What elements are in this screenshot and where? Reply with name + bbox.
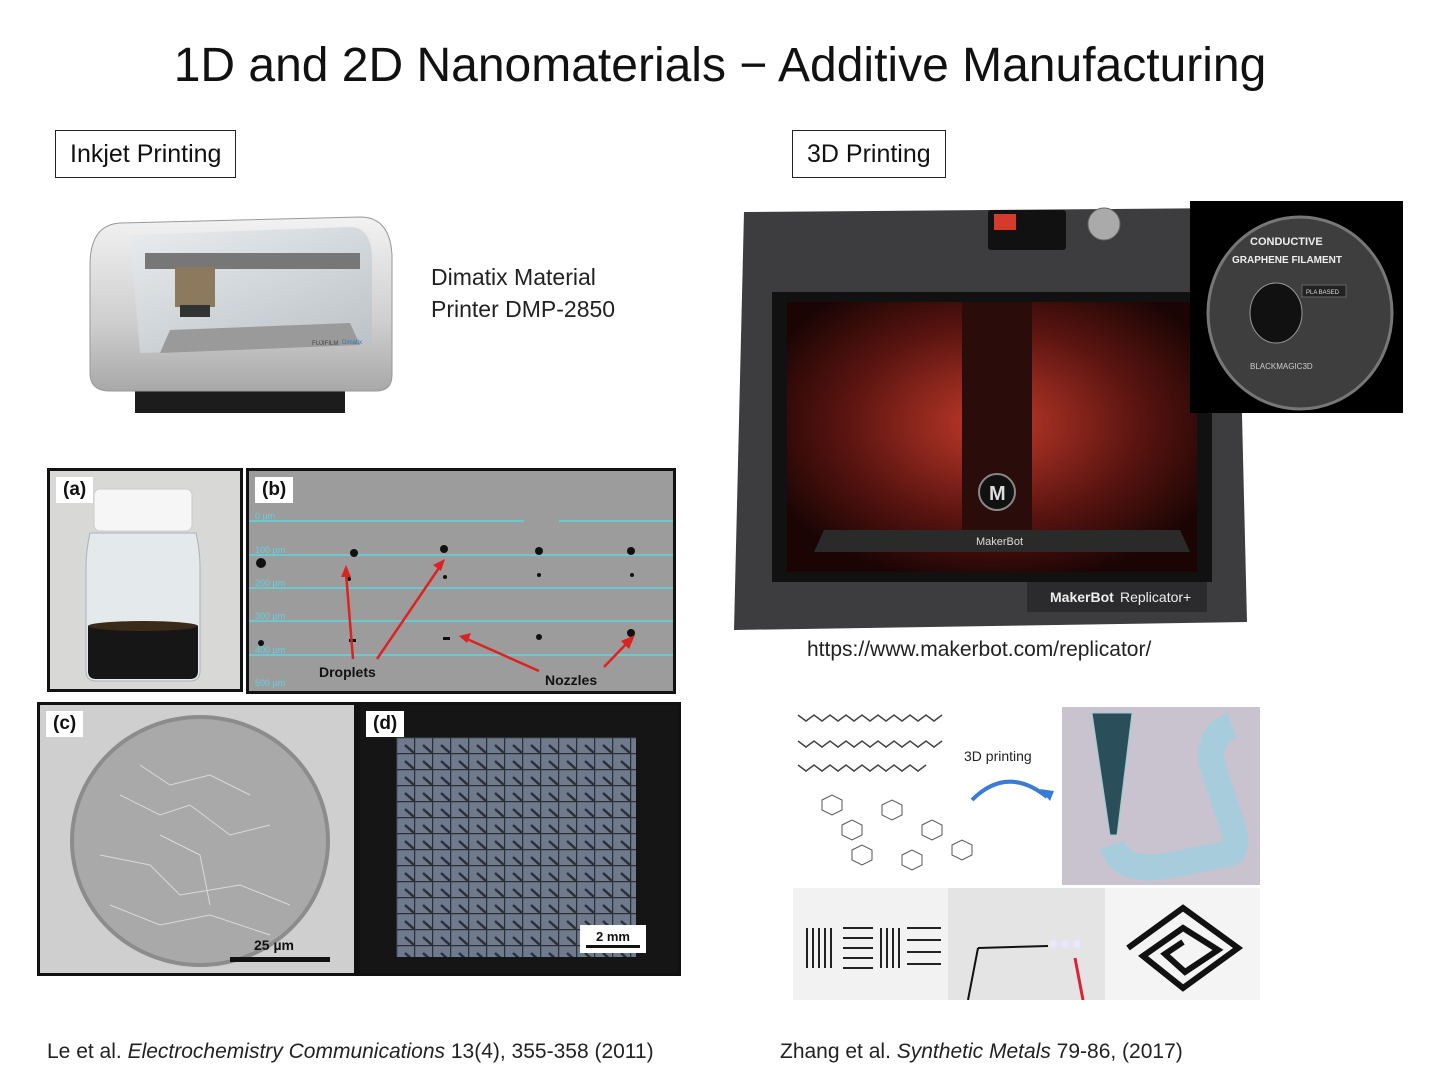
printer-caption-line2: Printer DMP-2850 [431, 296, 616, 322]
filament-maker: BLACKMAGIC3D [1250, 362, 1313, 371]
makerbot-model-brand: MakerBot [1050, 589, 1114, 605]
makerbot-model-name: Replicator+ [1120, 589, 1191, 605]
dimatix-printer-image: FUJIFILM Dimatix [80, 205, 400, 430]
panel-c-sem-dot: 25 µm (c) [37, 702, 357, 976]
panel-b-label: (b) [255, 477, 294, 503]
ref-le-journal: Electrochemistry Communications [127, 1040, 446, 1063]
ref-le-authors: Le et al. [47, 1040, 122, 1063]
ref-zhang-authors: Zhang et al. [780, 1040, 891, 1063]
slide-title: 1D and 2D Nanomaterials − Additive Manuf… [173, 39, 1267, 92]
ref-zhang-details: 79-86, (2017) [1056, 1040, 1183, 1063]
printer-caption-line1: Dimatix Material [431, 264, 596, 290]
row-100: 100 µm [255, 545, 285, 555]
makerbot-url[interactable]: https://www.makerbot.com/replicator/ [807, 638, 1152, 661]
filament-line2: GRAPHENE FILAMENT [1232, 255, 1342, 266]
makerbot-plate-brand: MakerBot [976, 536, 1023, 548]
3d-printing-label: 3D Printing [792, 130, 946, 178]
filament-line1: CONDUCTIVE [1250, 236, 1323, 248]
nozzles-label: Nozzles [545, 672, 597, 688]
dimatix-printer-caption: Dimatix Material Printer DMP-2850 [431, 261, 615, 325]
droplets-label: Droplets [319, 664, 376, 680]
panel-c-label: (c) [46, 711, 84, 737]
row-400: 400 µm [255, 645, 285, 655]
reference-zhang-2017: Zhang et al. Synthetic Metals 79-86, (20… [780, 1040, 1183, 1064]
row-200: 200 µm [255, 578, 285, 588]
graphene-printing-diagram: 3D printing [792, 705, 1260, 887]
panel-d-label: (d) [366, 711, 405, 737]
panel-d-scale: 2 mm [596, 929, 630, 944]
filament-badge: PLA BASED [1306, 290, 1340, 296]
row-300: 300 µm [255, 611, 285, 621]
row-500: 500 µm [255, 678, 285, 688]
makerbot-printer-image: M MakerBot MakerBot Replicator+ [732, 202, 1252, 632]
graphene-filament-image: CONDUCTIVE GRAPHENE FILAMENT PLA BASED B… [1190, 201, 1403, 413]
printed-patterns-photos [793, 888, 1260, 1000]
panel-a-vial: (a) [47, 468, 243, 692]
printer-brand-fujifilm: FUJIFILM [312, 341, 338, 347]
reference-le-2011: Le et al. Electrochemistry Communication… [47, 1040, 654, 1064]
svg-text:M: M [989, 483, 1006, 505]
row-0: 0 µm [255, 511, 275, 521]
panel-b-droplets: 0 µm 100 µm 200 µm 300 µm 400 µm 500 µm … [246, 468, 676, 694]
panel-d-printed-square: 2 mm (d) [357, 702, 681, 976]
ref-le-details: 13(4), 355-358 (2011) [450, 1040, 654, 1063]
printer-brand-dimatix: Dimatix [342, 340, 362, 346]
ref-zhang-journal: Synthetic Metals [896, 1040, 1051, 1063]
inkjet-printing-label: Inkjet Printing [55, 130, 237, 178]
panel-c-scale: 25 µm [254, 937, 294, 953]
panel-a-label: (a) [56, 477, 94, 503]
diagram-3d-printing-label: 3D printing [964, 748, 1032, 764]
